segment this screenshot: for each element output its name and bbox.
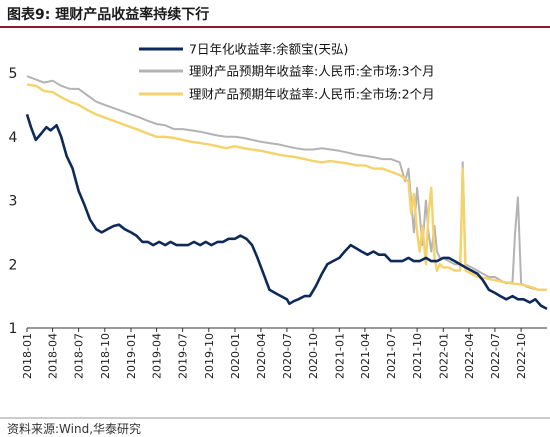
x-tick-label: 2019-07: [177, 333, 190, 379]
legend-label-3: 理财产品预期年收益率:人民币:全市场:2个月: [189, 87, 435, 102]
series-line-2: [26, 75, 547, 291]
x-tick-label: 2019-10: [203, 333, 216, 379]
series-line-1: [25, 114, 548, 311]
legend-label-1: 7日年化收益率:余额宝(天弘): [189, 42, 348, 57]
source-note: 资料来源:Wind,华泰研究: [7, 421, 141, 436]
y-tick-label: 4: [9, 130, 18, 146]
x-tick-label: 2021-01: [333, 333, 346, 379]
x-tick-label: 2022-04: [463, 333, 476, 379]
x-tick-label: 2021-10: [411, 333, 424, 379]
x-tick-label: 2020-01: [229, 333, 242, 379]
x-tick-label: 2020-04: [255, 333, 268, 379]
y-tick-label: 5: [9, 66, 18, 82]
x-tick-label: 2018-07: [73, 333, 86, 379]
x-tick-label: 2018-04: [47, 333, 60, 379]
y-tick-label: 1: [9, 321, 18, 337]
legend: 7日年化收益率:余额宝(天弘) 理财产品预期年收益率:人民币:全市场:3个月理财产…: [139, 42, 435, 102]
y-tick-label: 3: [9, 194, 18, 210]
y-axis: 1 2 3 4 5: [9, 66, 18, 337]
chart-title: 图表9: 理财产品收益率持续下行: [7, 6, 209, 23]
x-axis: 2018-01 2018-04 2018-07 2018-10 2019-01 2019-…: [21, 327, 547, 379]
x-tick-label: 2021-07: [385, 333, 398, 379]
x-tick-label: 2022-01: [437, 333, 450, 379]
x-tick-label: 2020-10: [307, 333, 320, 379]
x-tick-label: 2018-01: [21, 333, 34, 379]
x-tick-label: 2022-07: [489, 333, 502, 379]
x-tick-label: 2019-01: [125, 333, 138, 379]
plot-area: [25, 75, 548, 311]
x-tick-label: 2020-07: [281, 333, 294, 379]
series-line-3: [26, 83, 547, 291]
x-tick-label: 2021-04: [359, 333, 372, 379]
x-tick-label: 2022-10: [515, 333, 528, 379]
x-tick-label: 2018-10: [99, 333, 112, 379]
y-tick-label: 2: [9, 257, 18, 273]
x-tick-label: 2019-04: [151, 333, 164, 379]
legend-label-2: 理财产品预期年收益率:人民币:全市场:3个月: [189, 64, 435, 79]
